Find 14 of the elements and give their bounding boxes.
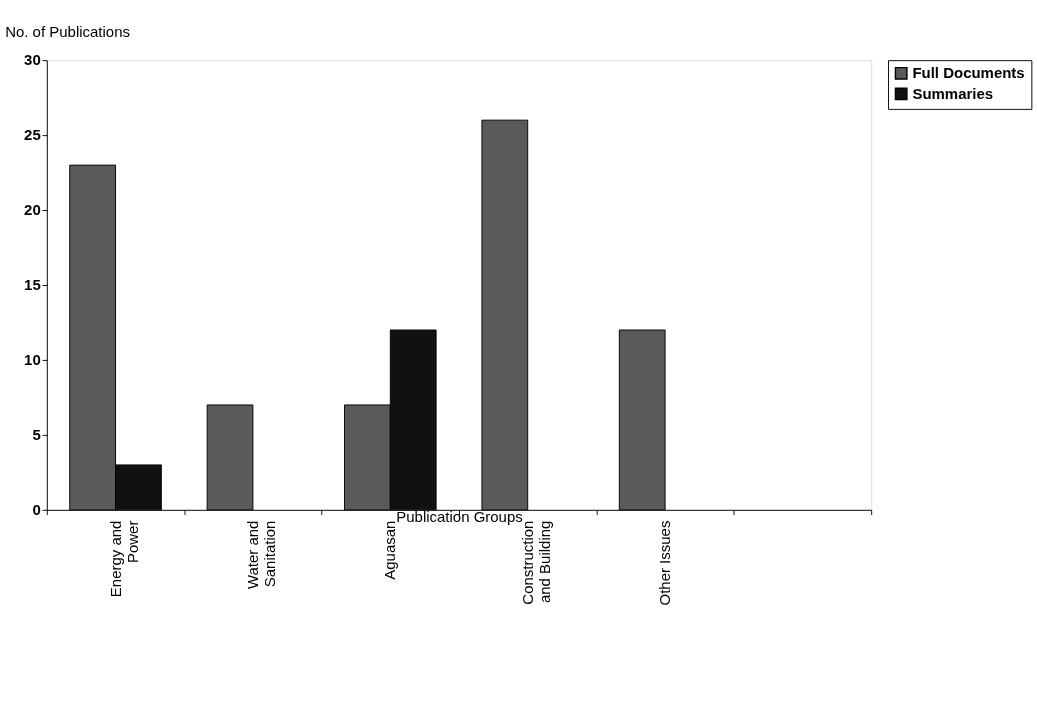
- y-tick-label: 10: [24, 351, 41, 369]
- y-tick-label: 15: [24, 276, 41, 294]
- legend-label: Summaries: [912, 84, 994, 102]
- y-tick-label: 30: [24, 51, 41, 69]
- y-tick-label: 5: [32, 426, 41, 444]
- y-axis-title: No. of Publications: [5, 23, 130, 41]
- x-axis-title: Publication Groups: [396, 508, 523, 526]
- x-tick-label: Water and Sanitation: [244, 520, 278, 590]
- y-tick-label: 25: [24, 126, 41, 144]
- legend-label: Full Documents: [912, 64, 1025, 81]
- y-tick-label: 0: [32, 501, 41, 518]
- x-tick-label: Other Issues: [656, 520, 674, 606]
- x-tick-label: Energy and Power: [106, 520, 141, 598]
- y-tick-label: 20: [24, 201, 41, 219]
